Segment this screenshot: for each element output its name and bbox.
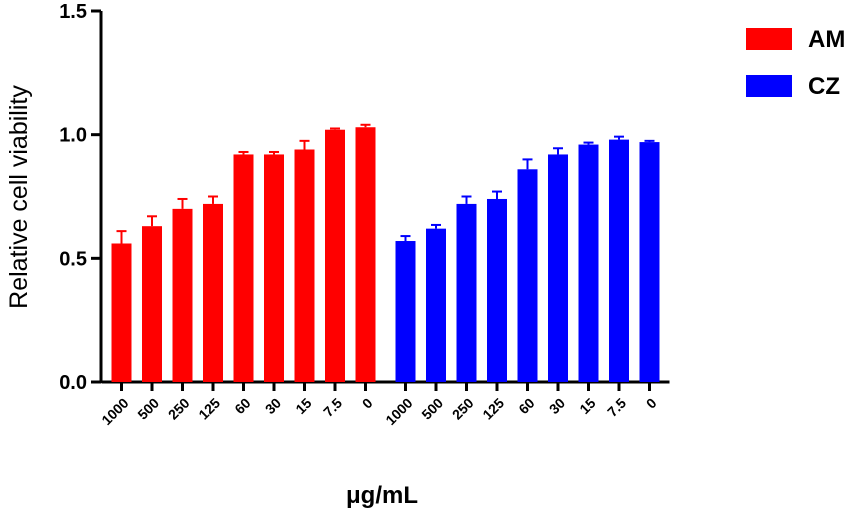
- x-tick-label: 250: [449, 395, 477, 423]
- bar-am: [325, 129, 345, 382]
- bar-am: [233, 154, 254, 382]
- y-axis-title: Relative cell viability: [5, 85, 33, 309]
- bar-cz: [395, 241, 416, 382]
- x-tick-label: 60: [515, 395, 537, 417]
- bar-cz: [456, 203, 477, 382]
- x-tick-label: 500: [418, 395, 446, 423]
- y-tick-label: 1.0: [59, 125, 87, 147]
- x-axis: 1000 500 250 125 60 30 15 7.5 0 1000 500 250 125 60 30…: [98, 380, 670, 428]
- legend-swatch-am: [746, 28, 792, 50]
- bar-cz: [487, 198, 507, 382]
- x-tick-label: 0: [643, 395, 660, 412]
- bar-cz: [609, 139, 629, 382]
- bar-am: [294, 149, 315, 382]
- x-tick-label: 60: [231, 395, 253, 417]
- bar-cz: [548, 154, 568, 382]
- x-tick-label: 0: [359, 395, 376, 412]
- bars-group: [111, 123, 660, 382]
- legend: AM CZ: [746, 26, 845, 100]
- x-tick-label: 250: [165, 395, 193, 423]
- x-tick-label: 15: [576, 395, 598, 417]
- legend-swatch-cz: [746, 75, 792, 97]
- legend-label-am: AM: [808, 26, 845, 53]
- x-tick-label: 1000: [98, 395, 131, 428]
- x-tick-label: 1000: [382, 395, 415, 428]
- y-axis: 0.0 0.5 1.0 1.5: [59, 1, 103, 394]
- x-tick-label: 15: [292, 395, 314, 417]
- y-tick-label: 0.5: [59, 248, 87, 270]
- bar-am: [264, 154, 284, 382]
- bar-am: [142, 226, 162, 382]
- x-tick-label: 125: [195, 395, 223, 423]
- bar-cz: [517, 169, 538, 382]
- x-tick-label: 30: [546, 395, 568, 417]
- bar-cz: [578, 144, 599, 382]
- bar-cz: [426, 228, 446, 382]
- bar-am: [203, 203, 223, 382]
- y-tick-label: 0.0: [59, 372, 87, 394]
- x-tick-label: 125: [479, 395, 507, 423]
- x-tick-label: 30: [262, 395, 284, 417]
- bar-am: [111, 243, 132, 382]
- x-tick-label: 500: [134, 395, 162, 423]
- x-axis-title: μg/mL: [346, 482, 418, 508]
- legend-label-cz: CZ: [808, 73, 840, 100]
- y-tick-label: 1.5: [59, 1, 87, 23]
- bar-am: [172, 208, 193, 382]
- x-tick-label: 7.5: [320, 395, 345, 420]
- x-tick-label: 7.5: [604, 395, 629, 420]
- bar-cz: [639, 142, 660, 382]
- bar-am: [355, 127, 376, 382]
